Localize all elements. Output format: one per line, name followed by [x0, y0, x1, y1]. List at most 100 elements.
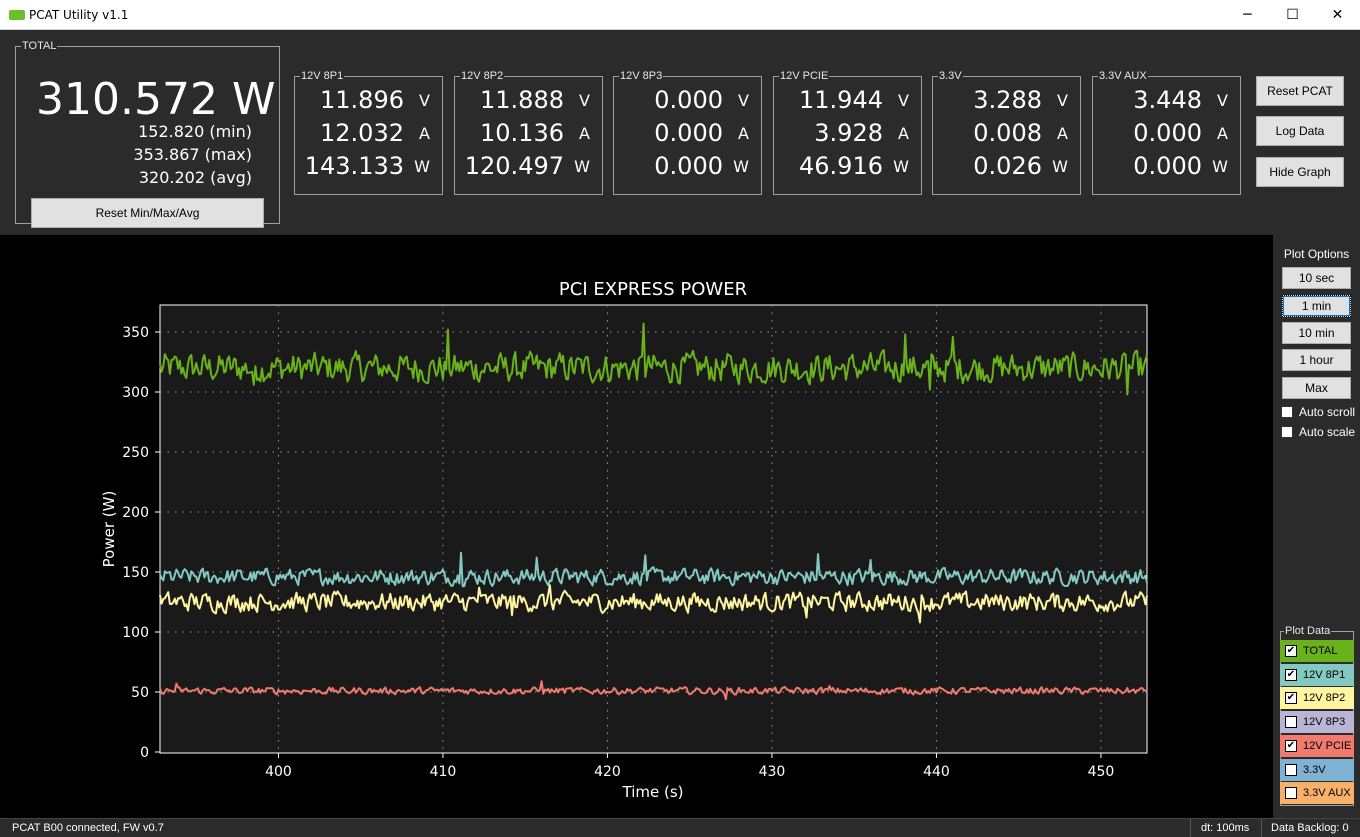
rail-voltage: 3.288 — [973, 86, 1042, 114]
power-chart[interactable]: PCI EXPRESS POWER 400 410 420 430 440 450 0 50 1… — [0, 235, 1273, 818]
total-group: TOTAL 310.572 W 152.820 (min) 353.867 (m… — [15, 40, 280, 228]
plot-data-toggle-3-3v[interactable]: 3.3V — [1280, 758, 1354, 781]
range-10-min-button[interactable]: 10 min — [1282, 322, 1351, 344]
plot-data-label: 12V 8P3 — [1303, 716, 1346, 729]
total-min: 152.820 (min) — [138, 122, 252, 141]
plot-data-toggle-12v-8p2[interactable]: ✔ 12V 8P2 — [1280, 687, 1354, 710]
range-1-min-button[interactable]: 1 min — [1282, 295, 1351, 317]
unit-amp: A — [898, 124, 909, 143]
unit-watt: W — [1052, 157, 1068, 176]
auto-scroll-label: Auto scroll — [1299, 405, 1356, 419]
plot-options-title: Plot Options — [1283, 247, 1350, 261]
plot-data-toggle-12v-8p3[interactable]: 12V 8P3 — [1280, 711, 1354, 734]
checkbox-box[interactable] — [1281, 426, 1293, 438]
x-tick-label: 400 — [265, 764, 292, 780]
checked-checkbox-icon[interactable]: ✔ — [1285, 645, 1297, 657]
plot-data-label: TOTAL — [1303, 645, 1338, 657]
unit-volt: V — [738, 91, 749, 110]
rail-voltage: 11.944 — [799, 86, 883, 114]
unchecked-checkbox-icon[interactable] — [1285, 716, 1297, 729]
rail-current: 0.008 — [973, 119, 1042, 147]
app-logo-icon — [9, 9, 25, 20]
range-1-hour-button[interactable]: 1 hour — [1282, 349, 1351, 371]
plot-area[interactable]: PCI EXPRESS POWER 400 410 420 430 440 450 0 50 1… — [0, 235, 1273, 818]
rail-label: 12V 8P3 — [620, 70, 663, 82]
hide-graph-button[interactable]: Hide Graph — [1256, 157, 1344, 187]
plot-data-toggle-total[interactable]: ✔ TOTAL — [1280, 640, 1354, 662]
unchecked-checkbox-icon[interactable] — [1285, 787, 1297, 800]
rail-label: 3.3V AUX — [1099, 70, 1147, 82]
sample-interval: dt: 100ms — [1190, 819, 1260, 837]
plot-data-toggle-12v-pcie[interactable]: ✔ 12V PCIE — [1280, 734, 1354, 757]
rail-current: 10.136 — [480, 119, 564, 147]
rail-power: 120.497 — [464, 152, 564, 180]
plot-data-label: 3.3V AUX — [1303, 787, 1351, 800]
minimize-button[interactable]: ─ — [1243, 7, 1252, 23]
y-tick-label: 150 — [122, 565, 149, 581]
series-line-12v-pcie — [159, 680, 1148, 701]
y-tick-label: 100 — [122, 625, 149, 641]
auto-scroll-checkbox[interactable]: Auto scroll — [1281, 405, 1355, 419]
unit-amp: A — [419, 124, 430, 143]
connection-status: PCAT B00 connected, FW v0.7 — [12, 822, 164, 834]
unchecked-checkbox-icon[interactable] — [1285, 763, 1297, 776]
rail-group-12v-8p1: 12V 8P1 11.896 V 12.032 A 143.133 W — [294, 70, 443, 195]
x-tick-label: 440 — [923, 764, 950, 780]
readings-panel: TOTAL 310.572 W 152.820 (min) 353.867 (m… — [0, 30, 1360, 235]
unit-amp: A — [1217, 124, 1228, 143]
unit-volt: V — [898, 91, 909, 110]
close-button[interactable]: ✕ — [1331, 7, 1344, 23]
range-max-button[interactable]: Max — [1282, 377, 1351, 399]
plot-data-label: 3.3V — [1303, 763, 1326, 776]
rail-label: 12V 8P2 — [461, 70, 504, 82]
x-axis-label: Time (s) — [622, 783, 684, 801]
series-line-12v-8p2 — [159, 584, 1148, 624]
maximize-button[interactable]: ☐ — [1286, 7, 1299, 23]
log-data-button[interactable]: Log Data — [1256, 116, 1344, 146]
chart-title: PCI EXPRESS POWER — [559, 279, 747, 300]
data-backlog: Data Backlog: 0 — [1261, 819, 1360, 837]
unit-volt: V — [1217, 91, 1228, 110]
rail-current: 0.000 — [654, 119, 723, 147]
checkbox-box[interactable] — [1281, 406, 1293, 418]
x-tick-label: 410 — [430, 764, 457, 780]
y-tick-label: 0 — [140, 745, 149, 761]
checked-checkbox-icon[interactable]: ✔ — [1285, 668, 1297, 681]
plot-data-label: 12V 8P1 — [1303, 668, 1346, 681]
y-tick-label: 250 — [122, 445, 149, 461]
reset-pcat-button[interactable]: Reset PCAT — [1256, 76, 1344, 106]
range-10-sec-button[interactable]: 10 sec — [1282, 267, 1351, 289]
unit-amp: A — [1057, 124, 1068, 143]
rail-group-3v3: 3.3V 3.288 V 0.008 A 0.026 W — [932, 70, 1081, 195]
rail-voltage: 11.896 — [320, 86, 404, 114]
rail-voltage: 3.448 — [1133, 86, 1202, 114]
rail-group-12v-pcie: 12V PCIE 11.944 V 3.928 A 46.916 W — [773, 70, 922, 195]
unit-volt: V — [419, 91, 430, 110]
rail-voltage: 0.000 — [654, 86, 723, 114]
plot-data-title: Plot Data — [1284, 625, 1332, 637]
rail-label: 12V PCIE — [780, 70, 829, 82]
rail-power: 0.000 — [1133, 152, 1202, 180]
rail-current: 12.032 — [320, 119, 404, 147]
auto-scale-label: Auto scale — [1299, 425, 1356, 439]
rail-current: 0.000 — [1133, 119, 1202, 147]
x-tick-label: 420 — [594, 764, 621, 780]
unit-watt: W — [733, 157, 749, 176]
reset-min-max-avg-button[interactable]: Reset Min/Max/Avg — [31, 198, 264, 228]
auto-scale-checkbox[interactable]: Auto scale — [1281, 425, 1355, 439]
rail-voltage: 11.888 — [480, 86, 564, 114]
rail-group-12v-8p2: 12V 8P2 11.888 V 10.136 A 120.497 W — [454, 70, 603, 195]
unit-amp: A — [579, 124, 590, 143]
checked-checkbox-icon[interactable]: ✔ — [1285, 692, 1297, 705]
plot-frame — [159, 304, 1148, 754]
total-max: 353.867 (max) — [133, 145, 252, 164]
plot-data-toggle-12v-8p1[interactable]: ✔ 12V 8P1 — [1280, 663, 1354, 686]
checked-checkbox-icon[interactable]: ✔ — [1285, 739, 1297, 752]
status-bar: PCAT B00 connected, FW v0.7 dt: 100ms Da… — [0, 818, 1360, 837]
rail-power: 0.000 — [654, 152, 723, 180]
y-axis-label: Power (W) — [100, 491, 118, 568]
x-tick-label: 430 — [759, 764, 786, 780]
unit-volt: V — [579, 91, 590, 110]
plot-data-toggle-3-3v-aux[interactable]: 3.3V AUX — [1280, 782, 1354, 805]
rail-group-3v3-aux: 3.3V AUX 3.448 V 0.000 A 0.000 W — [1092, 70, 1241, 195]
